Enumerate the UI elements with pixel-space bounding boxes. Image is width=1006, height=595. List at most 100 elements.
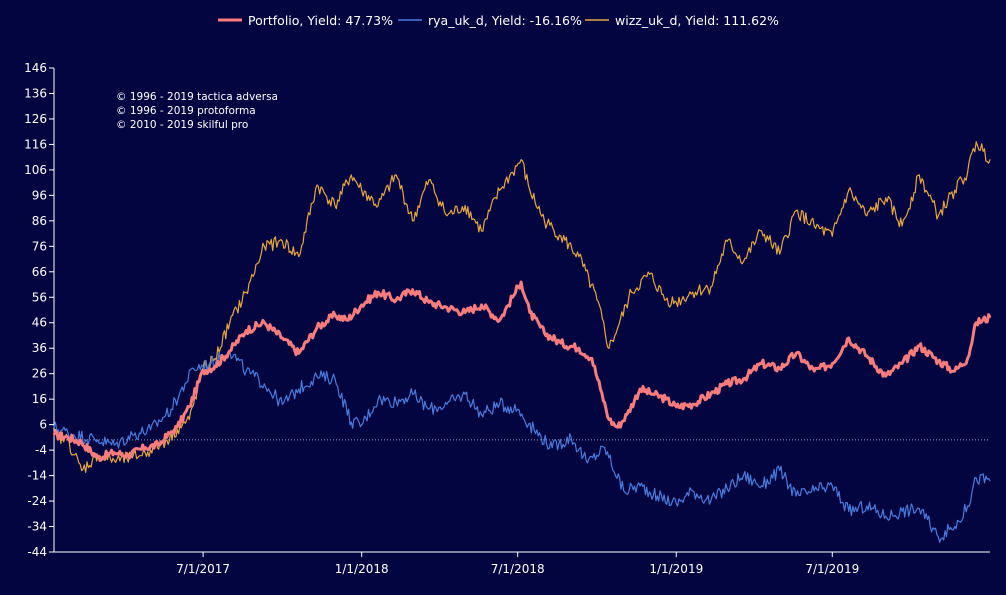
data-point-portfolio — [480, 304, 483, 306]
x-tick-label: 7/1/2018 — [491, 562, 545, 576]
x-tick-label: 1/1/2019 — [649, 562, 703, 576]
data-point-rya-uk-d — [210, 362, 212, 365]
data-point-wizz-uk-d — [480, 230, 483, 232]
data-point-wizz-uk-d — [298, 255, 300, 258]
legend-item-rya-uk-d[interactable]: rya_uk_d, Yield: -16.16% — [398, 13, 582, 28]
data-point-wizz-uk-d — [334, 204, 336, 207]
data-point-rya-uk-d — [97, 439, 99, 441]
data-point-rya-uk-d — [377, 398, 379, 400]
data-point-rya-uk-d — [692, 490, 694, 492]
x-tick-label: 1/1/2018 — [335, 562, 389, 576]
data-point-rya-uk-d — [901, 510, 903, 512]
data-point-portfolio — [202, 370, 204, 372]
data-point-portfolio — [543, 332, 546, 334]
data-point-rya-uk-d — [73, 434, 75, 436]
y-tick-label: -34 — [27, 520, 47, 534]
data-point-wizz-uk-d — [498, 189, 501, 191]
data-point-wizz-uk-d — [316, 184, 318, 186]
data-point-wizz-uk-d — [726, 240, 728, 242]
data-point-rya-uk-d — [639, 485, 641, 487]
data-point-portfolio — [411, 289, 414, 291]
data-point-rya-uk-d — [726, 487, 728, 489]
data-point-wizz-uk-d — [245, 291, 247, 293]
data-point-rya-uk-d — [149, 429, 152, 431]
data-point-wizz-uk-d — [596, 299, 598, 301]
data-point-portfolio — [591, 357, 593, 359]
data-point-wizz-uk-d — [761, 230, 763, 232]
data-point-rya-uk-d — [193, 367, 195, 370]
y-tick-label: 106 — [24, 163, 47, 177]
data-point-portfolio — [361, 304, 363, 306]
data-point-wizz-uk-d — [229, 322, 231, 324]
copyright-line-2: © 1996 - 2019 protoforma — [116, 105, 256, 117]
data-point-wizz-uk-d — [176, 429, 178, 431]
data-point-portfolio — [80, 441, 83, 444]
data-point-portfolio — [692, 403, 694, 405]
data-point-wizz-uk-d — [665, 299, 667, 301]
data-point-portfolio — [665, 398, 667, 400]
copyright-line-1: © 1996 - 2019 tactica adversa — [116, 91, 278, 103]
data-point-portfolio — [885, 375, 887, 377]
data-point-portfolio — [263, 322, 265, 324]
data-point-portfolio — [918, 345, 920, 347]
data-point-wizz-uk-d — [937, 215, 939, 217]
y-axis: 146 136 126 116 106 96 86 76 66 56 46 36 26 16 6 -4 -14 -… — [24, 61, 55, 559]
data-point-wizz-uk-d — [975, 141, 977, 143]
data-point-wizz-uk-d — [560, 235, 562, 237]
data-point-rya-uk-d — [710, 500, 712, 502]
data-point-portfolio — [281, 337, 283, 339]
legend-item-wizz-uk-d[interactable]: wizz_uk_d, Yield: 111.62% — [585, 13, 779, 28]
y-tick-label: 136 — [24, 86, 47, 100]
data-point-portfolio — [446, 306, 448, 309]
x-tick-label: 7/1/2017 — [176, 562, 230, 576]
data-point-wizz-uk-d — [954, 189, 956, 191]
data-point-wizz-uk-d — [395, 174, 397, 176]
data-point-portfolio — [954, 370, 956, 372]
data-point-rya-uk-d — [813, 490, 815, 492]
data-point-portfolio — [498, 319, 501, 321]
data-point-portfolio — [937, 360, 939, 362]
data-point-wizz-uk-d — [131, 457, 134, 459]
legend: Portfolio, Yield: 47.73% rya_uk_d, Yield… — [218, 13, 779, 28]
y-tick-label: 46 — [32, 316, 47, 330]
y-tick-label: 36 — [32, 341, 47, 355]
y-tick-label: 146 — [24, 61, 47, 75]
data-point-portfolio — [53, 434, 55, 436]
data-point-rya-uk-d — [446, 403, 448, 405]
data-point-portfolio — [578, 347, 580, 349]
data-point-wizz-uk-d — [214, 357, 216, 359]
data-point-rya-uk-d — [245, 370, 247, 372]
data-point-rya-uk-d — [411, 393, 414, 395]
data-point-rya-uk-d — [480, 413, 483, 416]
legend-item-portfolio[interactable]: Portfolio, Yield: 47.73% — [218, 13, 393, 28]
data-point-portfolio — [795, 352, 797, 354]
data-point-portfolio — [866, 355, 868, 357]
data-point-portfolio — [520, 281, 522, 283]
data-point-wizz-uk-d — [885, 197, 887, 199]
data-point-portfolio — [779, 367, 781, 370]
data-point-wizz-uk-d — [675, 301, 677, 303]
data-point-portfolio — [608, 418, 610, 421]
data-point-rya-uk-d — [131, 434, 134, 436]
data-point-wizz-uk-d — [848, 189, 850, 191]
data-point-wizz-uk-d — [529, 189, 531, 191]
data-point-rya-uk-d — [937, 536, 939, 538]
data-point-rya-uk-d — [113, 444, 115, 446]
data-point-rya-uk-d — [656, 495, 658, 497]
data-point-wizz-uk-d — [866, 215, 868, 217]
data-point-portfolio — [975, 322, 977, 324]
legend-label-wizz-uk-d: wizz_uk_d, Yield: 111.62% — [615, 13, 779, 28]
data-point-portfolio — [848, 337, 850, 339]
y-tick-label: 56 — [32, 290, 47, 304]
data-point-wizz-uk-d — [428, 179, 430, 181]
data-point-rya-uk-d — [498, 403, 501, 405]
data-point-portfolio — [316, 327, 318, 329]
data-point-wizz-uk-d — [511, 171, 514, 174]
data-point-rya-uk-d — [779, 469, 781, 472]
data-point-rya-uk-d — [428, 408, 430, 410]
data-point-wizz-uk-d — [742, 261, 745, 263]
data-point-portfolio — [157, 444, 159, 446]
data-point-portfolio — [67, 436, 69, 438]
data-point-portfolio — [395, 299, 397, 301]
